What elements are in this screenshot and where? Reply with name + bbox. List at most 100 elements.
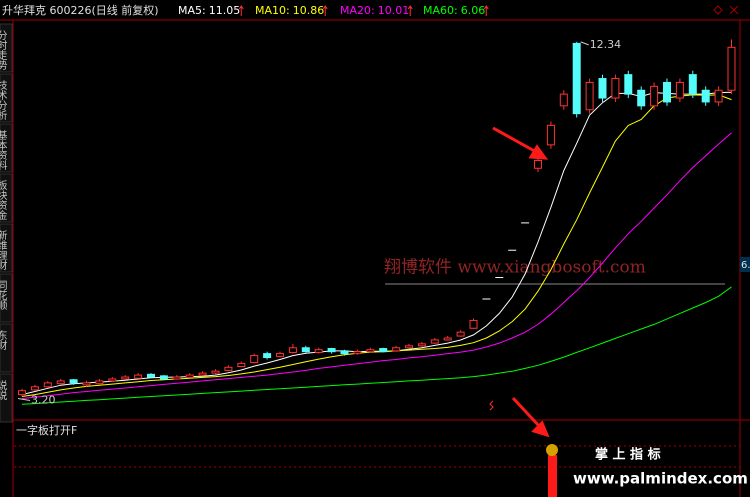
candle [430, 338, 439, 344]
candle-body [598, 78, 607, 99]
candle-body [134, 374, 143, 379]
sidebar-tab: 同花顺 [0, 273, 13, 323]
candle [159, 375, 168, 380]
candle-body [147, 373, 155, 378]
candle-body [624, 74, 633, 95]
tab-bg [0, 323, 13, 373]
candle [134, 373, 143, 379]
legend-value: 11.05 [209, 4, 241, 17]
legend-arrow [238, 5, 244, 16]
legend-entry: MA60: 6.06 [423, 4, 485, 17]
candle [18, 388, 26, 397]
legend-arrow [407, 5, 413, 16]
arrow [511, 396, 542, 429]
candle-body [159, 375, 168, 380]
candle [546, 121, 555, 149]
candle-body [95, 380, 104, 385]
candle-body [185, 374, 194, 378]
legend-name: MA60: [423, 4, 458, 17]
candle-body [714, 89, 723, 103]
candle-body [392, 347, 401, 352]
candle-body [327, 348, 336, 353]
tab-bg [0, 23, 13, 73]
icon [729, 5, 739, 15]
low-pointer [17, 397, 31, 401]
candle-body [30, 386, 39, 391]
candle-body [456, 331, 465, 337]
tab-label: 新维理财 [0, 229, 7, 271]
candle-body [353, 351, 362, 355]
legend-entry: MA10: 10.86 [255, 4, 324, 17]
tab-bg [0, 373, 13, 423]
legend-value: 6.06 [461, 4, 486, 17]
candle [250, 353, 259, 364]
tab-bg [0, 73, 13, 123]
candle [95, 378, 104, 385]
candle [340, 349, 349, 356]
candle-body [82, 382, 91, 386]
sidebar-tab: 说说 [0, 373, 13, 423]
candle-body [250, 355, 259, 364]
candle-body [314, 349, 323, 353]
tab-label: 技术分析 [0, 79, 7, 121]
candle [559, 90, 568, 110]
indicator-name: 一字板打开F [16, 423, 77, 437]
arrow [492, 126, 539, 155]
sidebar-tab: 基本资料 [0, 123, 13, 173]
arrows [492, 126, 550, 438]
candle [263, 351, 272, 360]
legend-arrow [322, 5, 328, 16]
high-pointer [580, 41, 589, 46]
legend-entry: MA5: 11.05 [178, 4, 240, 17]
candle-body [417, 343, 426, 347]
candle-body [172, 376, 181, 380]
candle [663, 78, 671, 106]
candle-body [263, 353, 272, 359]
sidebar-tab: 技术分析 [0, 73, 13, 123]
window-icons [713, 5, 739, 15]
candle-body [43, 382, 52, 388]
candle [688, 70, 697, 99]
candle [701, 86, 710, 106]
low-label: 3.20 [31, 393, 56, 406]
candle-body [198, 372, 207, 376]
marker [489, 400, 494, 411]
signal-bar [548, 455, 557, 497]
candle-body [430, 339, 439, 344]
candle-body [288, 347, 297, 353]
candle [534, 158, 542, 173]
candle [69, 378, 78, 385]
tab-label: 东财 [0, 329, 7, 351]
legend-name: MA10: [255, 4, 290, 17]
candle-body [572, 42, 581, 115]
legend-name: MA5: [178, 4, 206, 17]
tab-bg [0, 123, 13, 173]
sidebar-tab: 板块资金 [0, 173, 13, 223]
candle-body [211, 370, 220, 374]
candle-body [108, 378, 117, 382]
candle [43, 380, 52, 388]
candle-body [701, 89, 710, 103]
candle-body [727, 46, 736, 91]
candle [56, 378, 65, 385]
candle [108, 377, 117, 383]
candle [611, 74, 620, 102]
candle-body [69, 379, 78, 384]
candle [198, 371, 207, 376]
candle-body [534, 159, 542, 169]
high-label: 12.34 [590, 38, 622, 51]
candle [353, 349, 362, 355]
candle-body [121, 376, 130, 380]
candle [598, 74, 607, 102]
candle-body [585, 81, 594, 111]
candle [443, 336, 452, 341]
tab-bg [0, 273, 13, 323]
tab-label: 同花顺 [0, 280, 7, 311]
legend-arrow [483, 5, 489, 16]
candle-body [301, 347, 310, 353]
candle [211, 369, 220, 375]
tab-bg [0, 223, 13, 273]
sidebar-tab: 东财 [0, 323, 13, 373]
